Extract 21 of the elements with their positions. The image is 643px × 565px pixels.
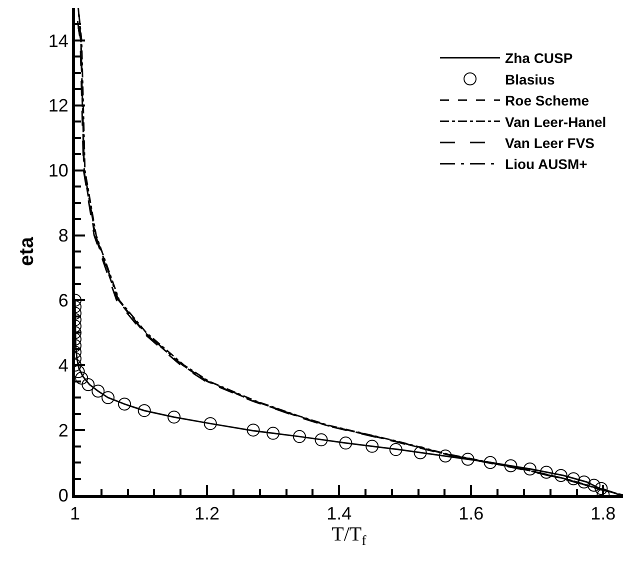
- y-axis-title: eta: [16, 236, 38, 266]
- x-tick-label: 1.6: [458, 504, 484, 524]
- legend-label: Liou AUSM+: [505, 156, 588, 172]
- legend-label: Van Leer-Hanel: [505, 114, 606, 130]
- y-tick-label: 0: [58, 485, 68, 506]
- legend-label: Van Leer FVS: [505, 134, 595, 151]
- x-tick-label: 1.4: [326, 504, 352, 524]
- x-axis-title: T/T$_{f}$: [332, 524, 367, 549]
- x-tick-label: 1.2: [194, 504, 220, 524]
- y-tick-label: 8: [58, 226, 68, 246]
- legend-label: Blasius: [505, 71, 556, 88]
- y-tick-label: 10: [48, 160, 68, 181]
- y-tick-label: 4: [58, 355, 68, 376]
- legend-label: Roe Scheme: [505, 92, 590, 109]
- legend-label: Zha CUSP: [505, 50, 573, 66]
- x-tick-label: 1: [70, 504, 80, 524]
- y-tick-label: 2: [58, 420, 68, 440]
- y-tick-label: 6: [58, 290, 68, 310]
- y-tick-label: 12: [48, 96, 68, 116]
- y-tick-label: 14: [48, 30, 68, 51]
- x-tick-label: 1.8: [590, 504, 616, 524]
